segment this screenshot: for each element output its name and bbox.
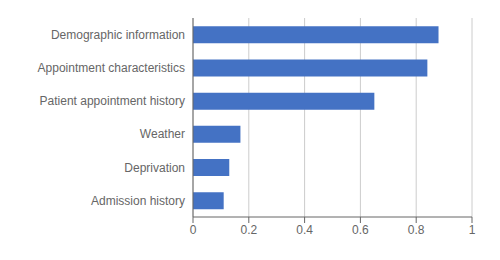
svg-text:Deprivation: Deprivation <box>124 161 185 175</box>
svg-text:0.6: 0.6 <box>352 223 369 237</box>
svg-text:Appointment characteristics: Appointment characteristics <box>38 61 185 75</box>
svg-text:Admission history: Admission history <box>91 194 185 208</box>
svg-text:0.8: 0.8 <box>408 223 425 237</box>
svg-text:0.4: 0.4 <box>296 223 313 237</box>
svg-text:0.2: 0.2 <box>240 223 257 237</box>
svg-text:Weather: Weather <box>140 127 185 141</box>
svg-text:0: 0 <box>190 223 197 237</box>
svg-text:Demographic information: Demographic information <box>51 28 185 42</box>
svg-text:Patient appointment history: Patient appointment history <box>40 94 185 108</box>
svg-text:1: 1 <box>469 223 476 237</box>
